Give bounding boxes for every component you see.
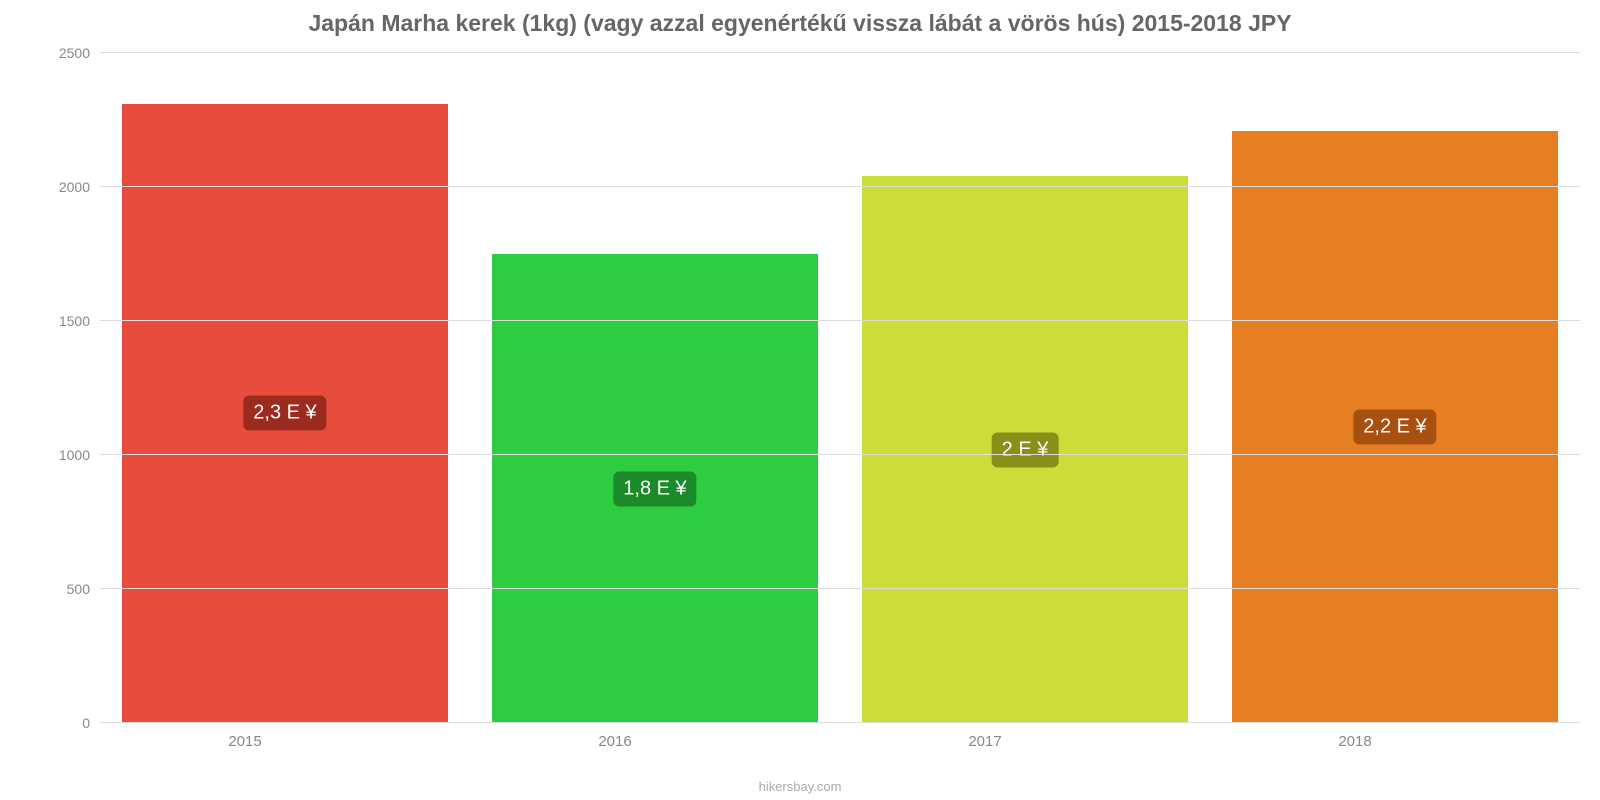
bar: 1,8 E ¥ [492,254,818,723]
gridline [100,454,1580,455]
plot-area: 2,3 E ¥1,8 E ¥2 E ¥2,2 E ¥ 0500100015002… [100,53,1580,723]
y-tick-label: 1500 [59,313,90,329]
bar-value-label: 1,8 E ¥ [613,471,696,506]
bar-slot: 2,3 E ¥ [100,53,470,723]
bar-slot: 1,8 E ¥ [470,53,840,723]
chart-title: Japán Marha kerek (1kg) (vagy azzal egye… [40,10,1560,37]
gridline [100,186,1580,187]
x-tick-label: 2018 [1170,723,1540,750]
chart-container: Japán Marha kerek (1kg) (vagy azzal egye… [0,0,1600,800]
bar-value-label: 2,2 E ¥ [1353,409,1436,444]
x-tick-label: 2017 [800,723,1170,750]
bar-value-label: 2,3 E ¥ [243,396,326,431]
bar-slot: 2,2 E ¥ [1210,53,1580,723]
bar-slot: 2 E ¥ [840,53,1210,723]
y-tick-label: 500 [67,581,90,597]
bar: 2 E ¥ [862,176,1188,723]
gridline [100,52,1580,53]
x-tick-label: 2016 [430,723,800,750]
y-tick-label: 1000 [59,447,90,463]
y-tick-label: 2000 [59,179,90,195]
gridline [100,320,1580,321]
bars-group: 2,3 E ¥ 1,8 E ¥ 2 E ¥ 2,2 E ¥ [100,53,1580,723]
bar: 2,3 E ¥ [122,104,448,723]
x-axis: 2015201620172018 [60,723,1540,750]
footer-credit: hikersbay.com [0,779,1600,794]
x-tick-label: 2015 [60,723,430,750]
bar-value-label: 2 E ¥ [992,432,1059,467]
y-tick-label: 2500 [59,45,90,61]
gridline [100,588,1580,589]
bar: 2,2 E ¥ [1232,131,1558,723]
